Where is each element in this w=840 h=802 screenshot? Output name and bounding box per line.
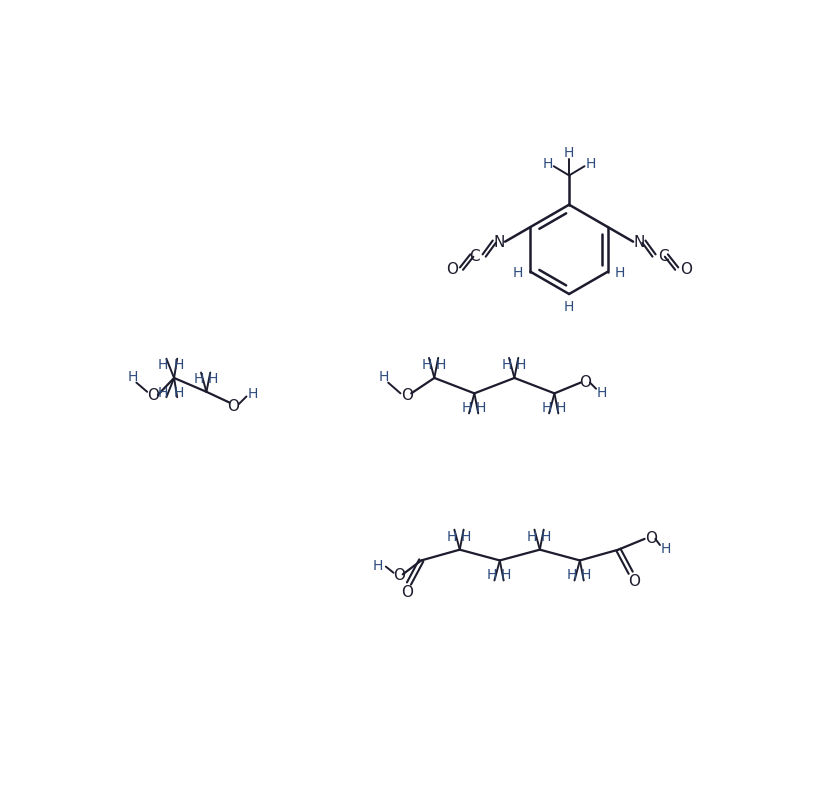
Text: H: H [567,568,577,581]
Text: H: H [193,371,204,386]
Text: H: H [435,358,446,371]
Text: O: O [446,261,459,277]
Text: H: H [527,529,538,543]
Text: N: N [493,235,505,250]
Text: H: H [461,401,472,415]
Text: H: H [597,385,607,399]
Text: O: O [393,567,405,582]
Text: H: H [543,157,553,171]
Text: H: H [422,358,432,371]
Text: C: C [658,249,669,264]
Text: O: O [645,530,657,545]
Text: O: O [228,399,239,414]
Text: H: H [174,358,184,371]
Text: H: H [128,370,139,384]
Text: H: H [615,265,625,279]
Text: H: H [475,401,486,415]
Text: H: H [513,265,523,279]
Text: H: H [555,401,566,415]
Text: H: H [585,157,596,171]
Text: O: O [580,374,591,389]
Text: O: O [627,573,640,588]
Text: H: H [501,568,512,581]
Text: H: H [564,300,575,314]
Text: C: C [470,249,480,264]
Text: H: H [447,529,457,543]
Text: H: H [158,358,169,371]
Text: H: H [661,541,671,556]
Text: N: N [633,235,645,250]
Text: H: H [542,401,552,415]
Text: H: H [580,568,591,581]
Text: H: H [248,387,258,401]
Text: H: H [158,385,169,399]
Text: H: H [460,529,471,543]
Text: O: O [402,584,413,599]
Text: H: H [373,558,383,573]
Text: O: O [680,261,692,277]
Text: H: H [516,358,526,371]
Text: H: H [174,385,184,399]
Text: H: H [207,371,218,386]
Text: H: H [487,568,497,581]
Text: H: H [564,146,575,160]
Text: H: H [541,529,551,543]
Text: O: O [401,388,412,403]
Text: O: O [147,387,160,402]
Text: H: H [501,358,512,371]
Text: H: H [378,370,389,384]
